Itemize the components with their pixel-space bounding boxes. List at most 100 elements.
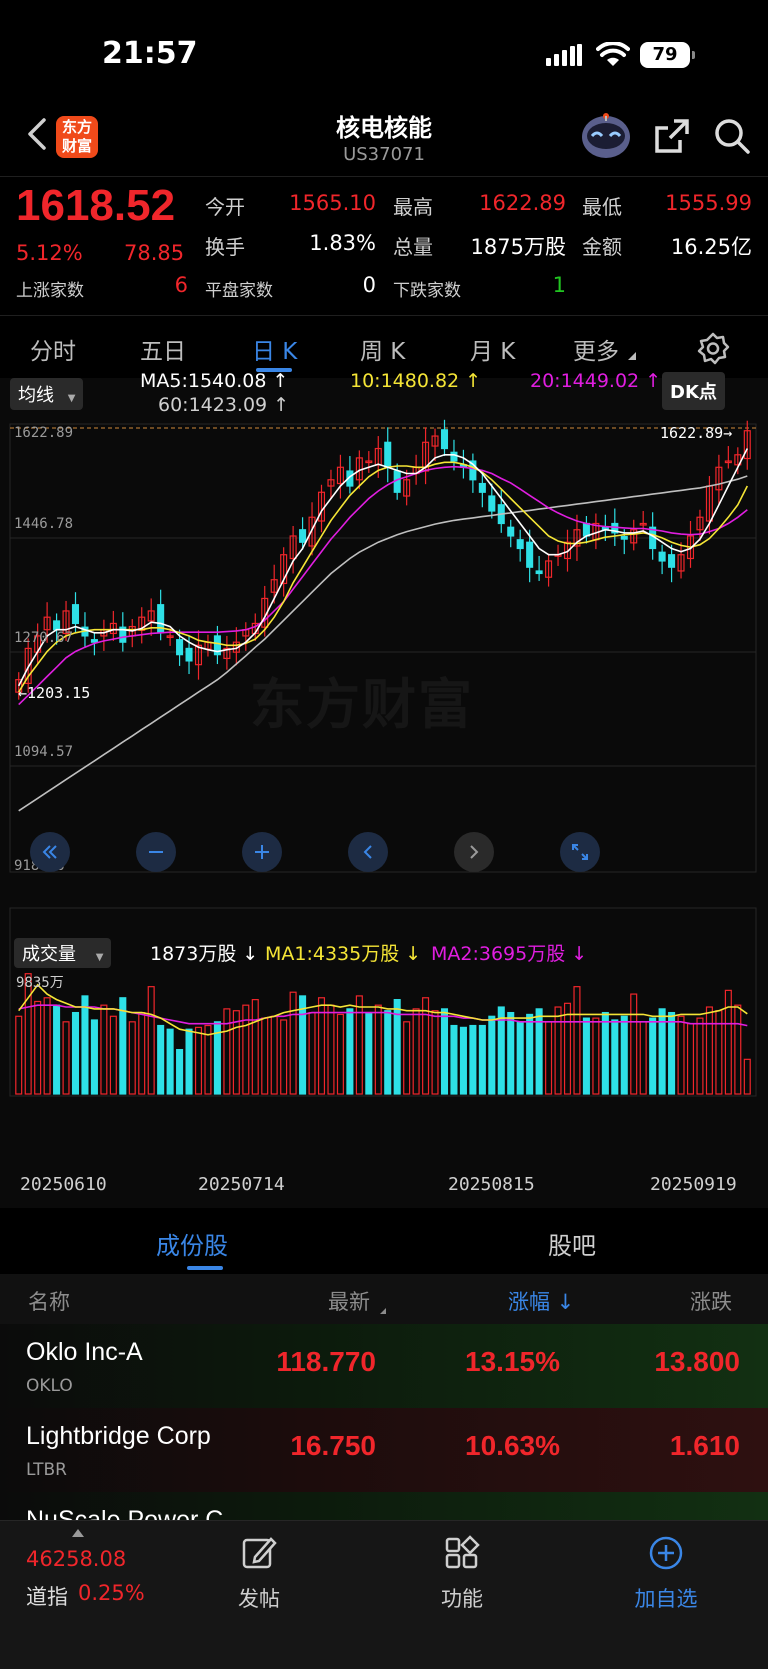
more-dropdown-icon xyxy=(628,352,636,360)
scroll-left-button[interactable] xyxy=(348,832,388,872)
volume-bar xyxy=(611,1019,619,1095)
column-latest[interactable]: 最新 xyxy=(328,1290,370,1314)
volume-bar xyxy=(166,1028,174,1095)
index-value[interactable]: 46258.08 xyxy=(26,1547,127,1571)
amount-label: 金额 xyxy=(582,235,622,259)
robot-assistant-icon[interactable] xyxy=(580,112,632,160)
stock-name: Oklo Inc-A xyxy=(26,1338,143,1366)
double-chevron-left-icon xyxy=(42,845,57,859)
volume-bar xyxy=(630,993,638,1095)
volume-bar xyxy=(440,1008,449,1095)
tab-daily-k[interactable]: 日 K xyxy=(252,339,298,365)
quote-panel: 1618.52 5.12% 78.85 今开 1565.10 最高 1622.8… xyxy=(0,176,768,316)
volume-bar xyxy=(535,1008,543,1095)
sort-indicator-icon xyxy=(380,1308,386,1314)
index-name[interactable]: 道指 xyxy=(26,1585,68,1609)
candle-body xyxy=(526,541,534,568)
stock-name: Lightbridge Corp xyxy=(26,1422,211,1450)
candle-body xyxy=(431,435,439,447)
max-price-marker: 1622.89→ xyxy=(660,424,733,442)
volume-bar xyxy=(459,1026,467,1095)
volume-ma2-line xyxy=(18,1004,748,1027)
header: 东方 财富 核电核能 US37071 xyxy=(0,100,768,176)
volume-bar xyxy=(658,1008,666,1095)
kline-chart[interactable] xyxy=(0,378,768,1208)
tab-intraday[interactable]: 分时 xyxy=(30,339,76,365)
volume-bar xyxy=(384,1010,392,1095)
apps-grid-icon[interactable] xyxy=(444,1535,480,1571)
ma-indicator-button[interactable]: 均线 ▼ xyxy=(10,378,84,410)
bottom-nav: 46258.08 道指 0.25% 发帖 功能 加自选 xyxy=(0,1520,768,1669)
change-percent: 13.15% xyxy=(465,1346,560,1377)
volume-bar xyxy=(620,1015,628,1095)
column-change[interactable]: 涨跌 xyxy=(690,1290,732,1314)
tab-constituents[interactable]: 成份股 xyxy=(156,1232,228,1260)
gear-icon[interactable] xyxy=(696,332,730,366)
volume-bar xyxy=(119,997,127,1095)
back-arrow-icon[interactable] xyxy=(20,114,54,154)
volume-bar xyxy=(204,1024,212,1095)
tab-weekly-k[interactable]: 周 K xyxy=(360,339,406,365)
candle-body xyxy=(696,516,704,531)
volume-bar xyxy=(223,1008,231,1095)
table-row[interactable]: Lightbridge Corp LTBR 16.750 10.63% 1.61… xyxy=(0,1408,768,1492)
zoom-in-button[interactable] xyxy=(242,832,282,872)
column-change-pct[interactable]: 涨幅 ↓ xyxy=(508,1290,575,1314)
chevron-right-icon xyxy=(470,845,479,859)
volume-indicator-button[interactable]: 成交量 ▼ xyxy=(14,938,112,968)
candle-body xyxy=(535,570,543,575)
candle-body xyxy=(147,610,155,622)
search-icon[interactable] xyxy=(712,116,752,156)
volume-bar xyxy=(242,1004,250,1095)
x-date-label: 20250919 xyxy=(650,1174,737,1195)
volume-bar xyxy=(705,1006,713,1095)
add-watchlist-icon[interactable] xyxy=(648,1535,684,1571)
y-tick-label: 1622.89 xyxy=(14,425,74,441)
tab-monthly-k[interactable]: 月 K xyxy=(470,339,516,365)
share-icon[interactable] xyxy=(652,116,692,156)
x-date-label: 20250610 xyxy=(20,1174,107,1195)
index-change[interactable]: 0.25% xyxy=(78,1581,145,1605)
volume-label: 总量 xyxy=(393,235,433,259)
zoom-out-button[interactable] xyxy=(136,832,176,872)
min-price-marker: ←1203.15 xyxy=(18,684,91,702)
volume-bar xyxy=(308,1011,316,1095)
candle-body xyxy=(582,522,590,537)
candle-body xyxy=(289,535,297,560)
chevron-left-icon xyxy=(363,845,372,859)
fullscreen-button[interactable] xyxy=(560,832,600,872)
latest-price: 16.750 xyxy=(290,1430,376,1461)
y-tick-label: 1270.67 xyxy=(14,630,74,646)
table-row[interactable]: NuScale Power C xyxy=(0,1492,768,1520)
battery-indicator: 79 xyxy=(640,42,695,68)
volume-bar xyxy=(62,1021,70,1095)
minus-icon xyxy=(149,851,163,853)
tab-forum[interactable]: 股吧 xyxy=(548,1232,596,1260)
candle-body xyxy=(43,616,51,631)
change-percent: 5.12% xyxy=(16,241,83,265)
table-row[interactable]: Oklo Inc-A OKLO 118.770 13.15% 13.800 xyxy=(0,1324,768,1408)
edit-post-icon[interactable] xyxy=(241,1535,277,1571)
candle-body xyxy=(488,495,496,512)
nav-tools-label[interactable]: 功能 xyxy=(441,1587,483,1611)
volume-bar xyxy=(431,1010,439,1095)
scroll-right-button[interactable] xyxy=(454,832,494,872)
volume-bar xyxy=(280,1019,288,1095)
nav-post-label[interactable]: 发帖 xyxy=(238,1587,280,1611)
caret-up-icon[interactable] xyxy=(72,1529,84,1537)
volume-bar xyxy=(649,1017,657,1095)
candle-body xyxy=(223,647,231,660)
candle-body xyxy=(24,647,32,685)
low-value: 1555.99 xyxy=(665,191,752,215)
tab-more[interactable]: 更多 xyxy=(573,339,619,365)
tab-five-day[interactable]: 五日 xyxy=(140,339,186,365)
volume-pane-frame xyxy=(9,907,757,1097)
scroll-start-button[interactable] xyxy=(30,832,70,872)
y-tick-label: 1094.57 xyxy=(14,744,74,760)
volume-bar xyxy=(90,1019,98,1095)
nav-add-label[interactable]: 加自选 xyxy=(634,1587,698,1611)
dk-point-button[interactable]: DK点 xyxy=(662,372,725,410)
volume-button-label: 成交量 xyxy=(22,944,76,965)
kline-chart-panel: 均线 ▼ MA5:1540.08 ↑ 10:1480.82 ↑ 20:1449.… xyxy=(0,370,768,1208)
volume-bar xyxy=(147,986,155,1095)
